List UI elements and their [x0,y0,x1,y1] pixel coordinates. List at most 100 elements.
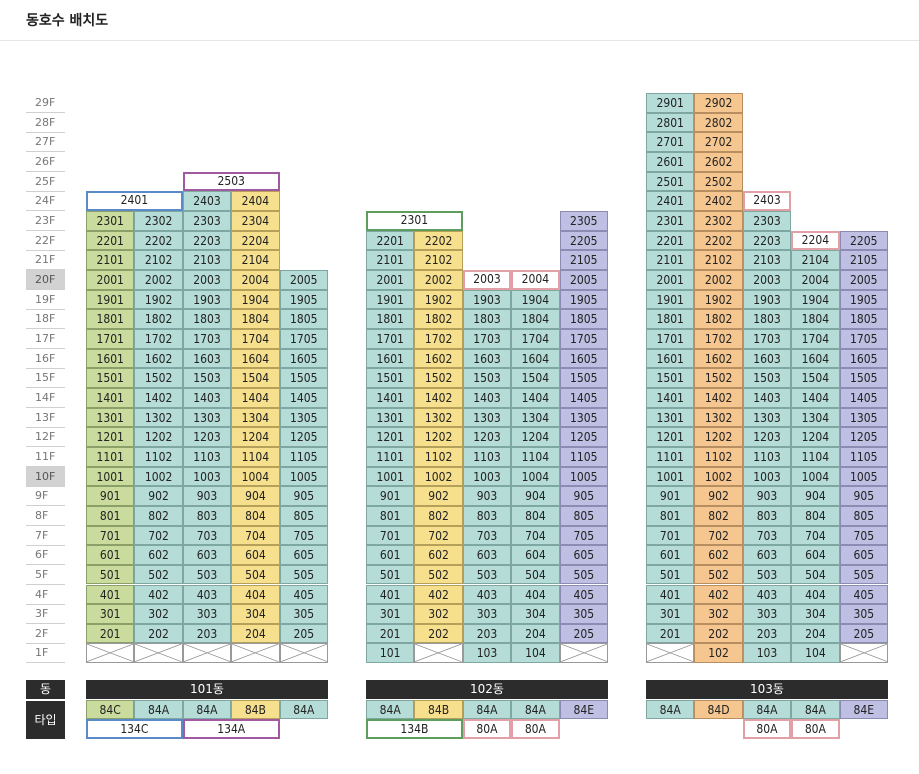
unit-cell[interactable]: 1405 [839,387,888,408]
unit-cell[interactable]: 602 [134,545,183,565]
unit-cell[interactable]: 1605 [559,348,608,369]
unit-cell[interactable]: 1904 [791,289,840,310]
unit-cell[interactable]: 1804 [231,309,280,329]
unit-cell[interactable]: 1504 [511,368,560,388]
unit-cell[interactable]: 1604 [511,348,560,369]
unit-cell[interactable]: 1301 [366,407,415,428]
unit-cell[interactable]: 1302 [694,407,743,428]
unit-cell[interactable]: 305 [839,604,888,624]
unit-cell[interactable]: 805 [559,505,608,526]
unit-cell[interactable]: 1802 [134,309,183,329]
unit-cell[interactable]: 1501 [646,368,695,388]
unit-cell[interactable]: 705 [559,525,608,546]
unit-cell[interactable]: 502 [414,564,463,585]
unit-cell[interactable]: 205 [559,623,608,644]
unit-cell[interactable]: 2302 [134,210,183,231]
unit-cell[interactable]: 2001 [646,269,695,290]
unit-cell[interactable]: 1803 [182,309,232,329]
unit-cell[interactable]: 502 [694,564,743,585]
unit-cell[interactable]: 404 [791,584,840,605]
unit-cell[interactable]: 2202 [694,230,743,251]
unit-cell[interactable]: 2102 [694,250,743,270]
unit-cell[interactable]: 505 [559,564,608,585]
unit-cell[interactable]: 2404 [231,191,280,211]
unit-cell[interactable]: 1105 [839,446,888,467]
unit-cell[interactable]: 805 [839,505,888,526]
unit-cell[interactable]: 701 [86,525,135,546]
unit-cell[interactable]: 303 [462,604,512,624]
unit-cell[interactable]: 401 [366,584,415,605]
unit-cell[interactable]: 504 [791,564,840,585]
unit-cell[interactable]: 1802 [414,309,463,329]
unit-cell[interactable]: 305 [559,604,608,624]
unit-cell[interactable]: 1805 [839,309,888,329]
unit-cell[interactable]: 1203 [462,427,512,447]
unit-cell[interactable]: 1603 [742,348,792,369]
unit-cell[interactable]: 903 [182,486,232,506]
unit-cell[interactable]: 403 [182,584,232,605]
unit-cell[interactable]: 2902 [694,93,743,113]
unit-cell[interactable]: 204 [511,623,560,644]
unit-cell[interactable]: 301 [86,604,135,624]
unit-cell[interactable]: 1703 [182,328,232,349]
unit-cell[interactable]: 605 [839,545,888,565]
unit-cell[interactable]: 604 [791,545,840,565]
unit-cell[interactable]: 1804 [511,309,560,329]
unit-cell[interactable]: 1002 [694,466,743,487]
unit-cell[interactable]: 1503 [462,368,512,388]
unit-cell[interactable]: 1805 [279,309,328,329]
unit-cell[interactable]: 201 [646,623,695,644]
unit-cell[interactable]: 1202 [694,427,743,447]
unit-cell[interactable]: 104 [791,643,840,664]
unit-cell[interactable]: 801 [646,505,695,526]
unit-cell[interactable]: 2201 [86,230,135,251]
unit-cell[interactable]: 1302 [134,407,183,428]
unit-cell[interactable]: 2204 [231,230,280,251]
unit-cell[interactable]: 2802 [694,112,743,133]
unit-cell[interactable]: 405 [559,584,608,605]
unit-cell[interactable]: 1103 [182,446,232,467]
unit-cell[interactable]: 403 [742,584,792,605]
special-unit-cell[interactable]: 2301 [366,210,463,231]
unit-cell[interactable]: 2502 [694,171,743,192]
unit-cell[interactable]: 2202 [414,230,463,251]
unit-cell[interactable]: 1305 [279,407,328,428]
unit-cell[interactable]: 1105 [279,446,328,467]
unit-cell[interactable]: 1601 [366,348,415,369]
unit-cell[interactable]: 303 [182,604,232,624]
unit-cell[interactable]: 505 [839,564,888,585]
unit-cell[interactable]: 2305 [559,210,608,231]
unit-cell[interactable]: 304 [231,604,280,624]
unit-cell[interactable]: 1403 [742,387,792,408]
unit-cell[interactable]: 1802 [694,309,743,329]
unit-cell[interactable]: 1204 [511,427,560,447]
unit-cell[interactable]: 1602 [134,348,183,369]
unit-cell[interactable]: 603 [742,545,792,565]
unit-cell[interactable]: 1903 [182,289,232,310]
unit-cell[interactable]: 1001 [646,466,695,487]
unit-cell[interactable]: 202 [414,623,463,644]
unit-cell[interactable]: 2001 [366,269,415,290]
unit-cell[interactable]: 2101 [646,250,695,270]
unit-cell[interactable]: 501 [366,564,415,585]
unit-cell[interactable]: 1505 [559,368,608,388]
unit-cell[interactable]: 1704 [231,328,280,349]
unit-cell[interactable]: 2602 [694,151,743,172]
unit-cell[interactable]: 101 [366,643,415,664]
unit-cell[interactable]: 1102 [414,446,463,467]
unit-cell[interactable]: 1701 [366,328,415,349]
unit-cell[interactable]: 2702 [694,132,743,152]
unit-cell[interactable]: 1904 [511,289,560,310]
unit-cell[interactable]: 1601 [646,348,695,369]
unit-cell[interactable]: 1205 [279,427,328,447]
unit-cell[interactable]: 2102 [134,250,183,270]
unit-cell[interactable]: 301 [646,604,695,624]
unit-cell[interactable]: 1205 [839,427,888,447]
unit-cell[interactable]: 1704 [511,328,560,349]
unit-cell[interactable]: 2302 [694,210,743,231]
unit-cell[interactable]: 1202 [134,427,183,447]
unit-cell[interactable]: 2403 [182,191,232,211]
unit-cell[interactable]: 1204 [231,427,280,447]
unit-cell[interactable]: 501 [646,564,695,585]
unit-cell[interactable]: 1104 [231,446,280,467]
